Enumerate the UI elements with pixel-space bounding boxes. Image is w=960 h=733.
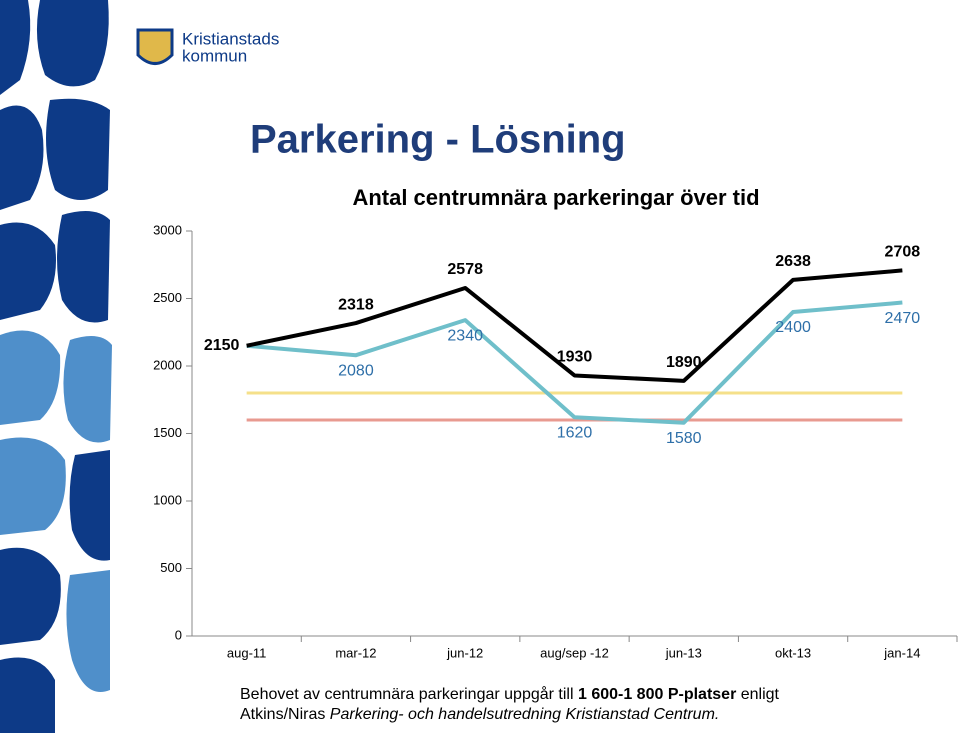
- data-label: 2470: [885, 310, 921, 327]
- footnote: Behovet av centrumnära parkeringar uppgå…: [240, 685, 780, 703]
- x-tick-label: okt-13: [775, 645, 811, 660]
- logo-text: kommun: [182, 46, 247, 65]
- x-tick-label: mar-12: [335, 645, 376, 660]
- data-label: 2708: [885, 244, 921, 261]
- x-tick-label: aug-11: [227, 645, 267, 660]
- y-tick-label: 2000: [153, 357, 182, 372]
- data-label: 2400: [775, 319, 811, 336]
- series-line: [246, 300, 903, 425]
- data-label: 2318: [338, 296, 374, 313]
- y-tick-label: 1500: [153, 425, 182, 440]
- x-tick-label: jan-14: [883, 645, 920, 660]
- data-label: 2638: [775, 253, 811, 270]
- data-label: 2080: [338, 362, 374, 379]
- y-tick-label: 0: [175, 627, 182, 642]
- y-tick-label: 2500: [153, 290, 182, 305]
- x-tick-label: jun-13: [665, 645, 702, 660]
- series-line: [246, 268, 903, 383]
- data-label: 1890: [666, 354, 702, 371]
- y-tick-label: 500: [160, 560, 182, 575]
- chart-title: Antal centrumnära parkeringar över tid: [352, 185, 759, 210]
- y-tick-label: 1000: [153, 492, 182, 507]
- data-label: 2150: [204, 337, 240, 354]
- footnote: Atkins/Niras Parkering- och handelsutred…: [240, 706, 719, 723]
- logo: Kristianstads kommun: [136, 28, 279, 65]
- y-tick-label: 3000: [153, 222, 182, 237]
- logo-text: Kristianstads: [182, 29, 279, 48]
- x-tick-label: aug/sep -12: [540, 645, 609, 660]
- slide-title: Parkering - Lösning: [250, 118, 626, 162]
- data-label: 1930: [557, 349, 593, 366]
- x-tick-label: jun-12: [446, 645, 483, 660]
- data-label: 1580: [666, 430, 702, 447]
- data-label: 2578: [447, 261, 483, 278]
- data-label: 1620: [557, 425, 593, 442]
- decor-mosaic: [0, 0, 112, 733]
- data-label: 2340: [447, 327, 483, 344]
